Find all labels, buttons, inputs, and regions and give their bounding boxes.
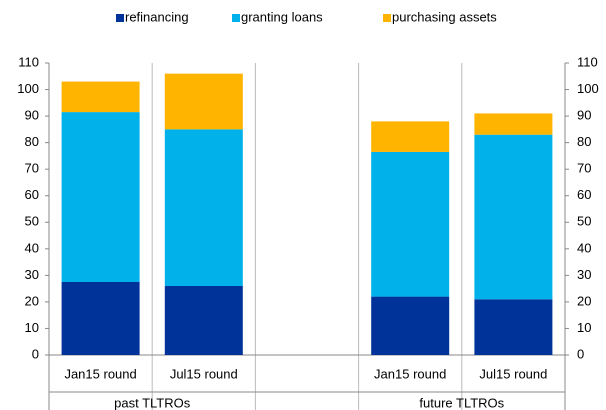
y2-tick-label: 50 [577, 214, 591, 229]
x-tick-label: Jan15 round [64, 366, 136, 381]
y-tick-label: 20 [25, 293, 39, 308]
y2-tick-label: 70 [577, 161, 591, 176]
y-tick-label: 10 [25, 320, 39, 335]
y2-tick-label: 60 [577, 187, 591, 202]
bar-segment [474, 299, 553, 355]
bar-segment [371, 296, 450, 355]
legend-swatch [232, 14, 240, 22]
y-tick-label: 70 [25, 161, 39, 176]
y-tick-label: 60 [25, 187, 39, 202]
y-tick-label: 110 [18, 54, 39, 69]
bar-segment [61, 112, 140, 282]
y2-tick-label: 90 [577, 108, 591, 123]
y-tick-label: 80 [25, 134, 39, 149]
y-tick-label: 0 [32, 346, 39, 361]
legend-swatch [116, 14, 124, 22]
x-tick-label: Jan15 round [374, 366, 446, 381]
y2-tick-label: 10 [577, 320, 591, 335]
bar-segment [474, 113, 553, 135]
y2-tick-label: 20 [577, 293, 591, 308]
x-tick-label: Jul15 round [170, 366, 238, 381]
y-tick-label: 40 [25, 240, 39, 255]
legend-swatch [383, 14, 391, 22]
bar-segment [164, 129, 243, 286]
bar-segment [61, 81, 140, 113]
y-tick-label: 100 [17, 81, 39, 96]
legend-label: refinancing [125, 9, 189, 24]
bar-segment [164, 73, 243, 130]
group-label: past TLTROs [114, 395, 191, 410]
bar-segment [474, 134, 553, 300]
y2-tick-label: 30 [577, 267, 591, 282]
y-tick-label: 30 [25, 267, 39, 282]
y-tick-label: 90 [25, 108, 39, 123]
bar-segment [164, 285, 243, 355]
bar-segment [371, 121, 450, 152]
y2-tick-label: 110 [577, 54, 598, 69]
y2-tick-label: 40 [577, 240, 591, 255]
y2-tick-label: 100 [577, 81, 599, 96]
y2-tick-label: 80 [577, 134, 591, 149]
y-tick-label: 50 [25, 214, 39, 229]
bar-segment [61, 282, 140, 355]
legend-label: purchasing assets [392, 9, 497, 24]
bar-segment [371, 151, 450, 297]
x-tick-label: Jul15 round [479, 366, 547, 381]
legend-label: granting loans [241, 9, 323, 24]
group-label: future TLTROs [419, 395, 504, 410]
y2-tick-label: 0 [577, 346, 584, 361]
